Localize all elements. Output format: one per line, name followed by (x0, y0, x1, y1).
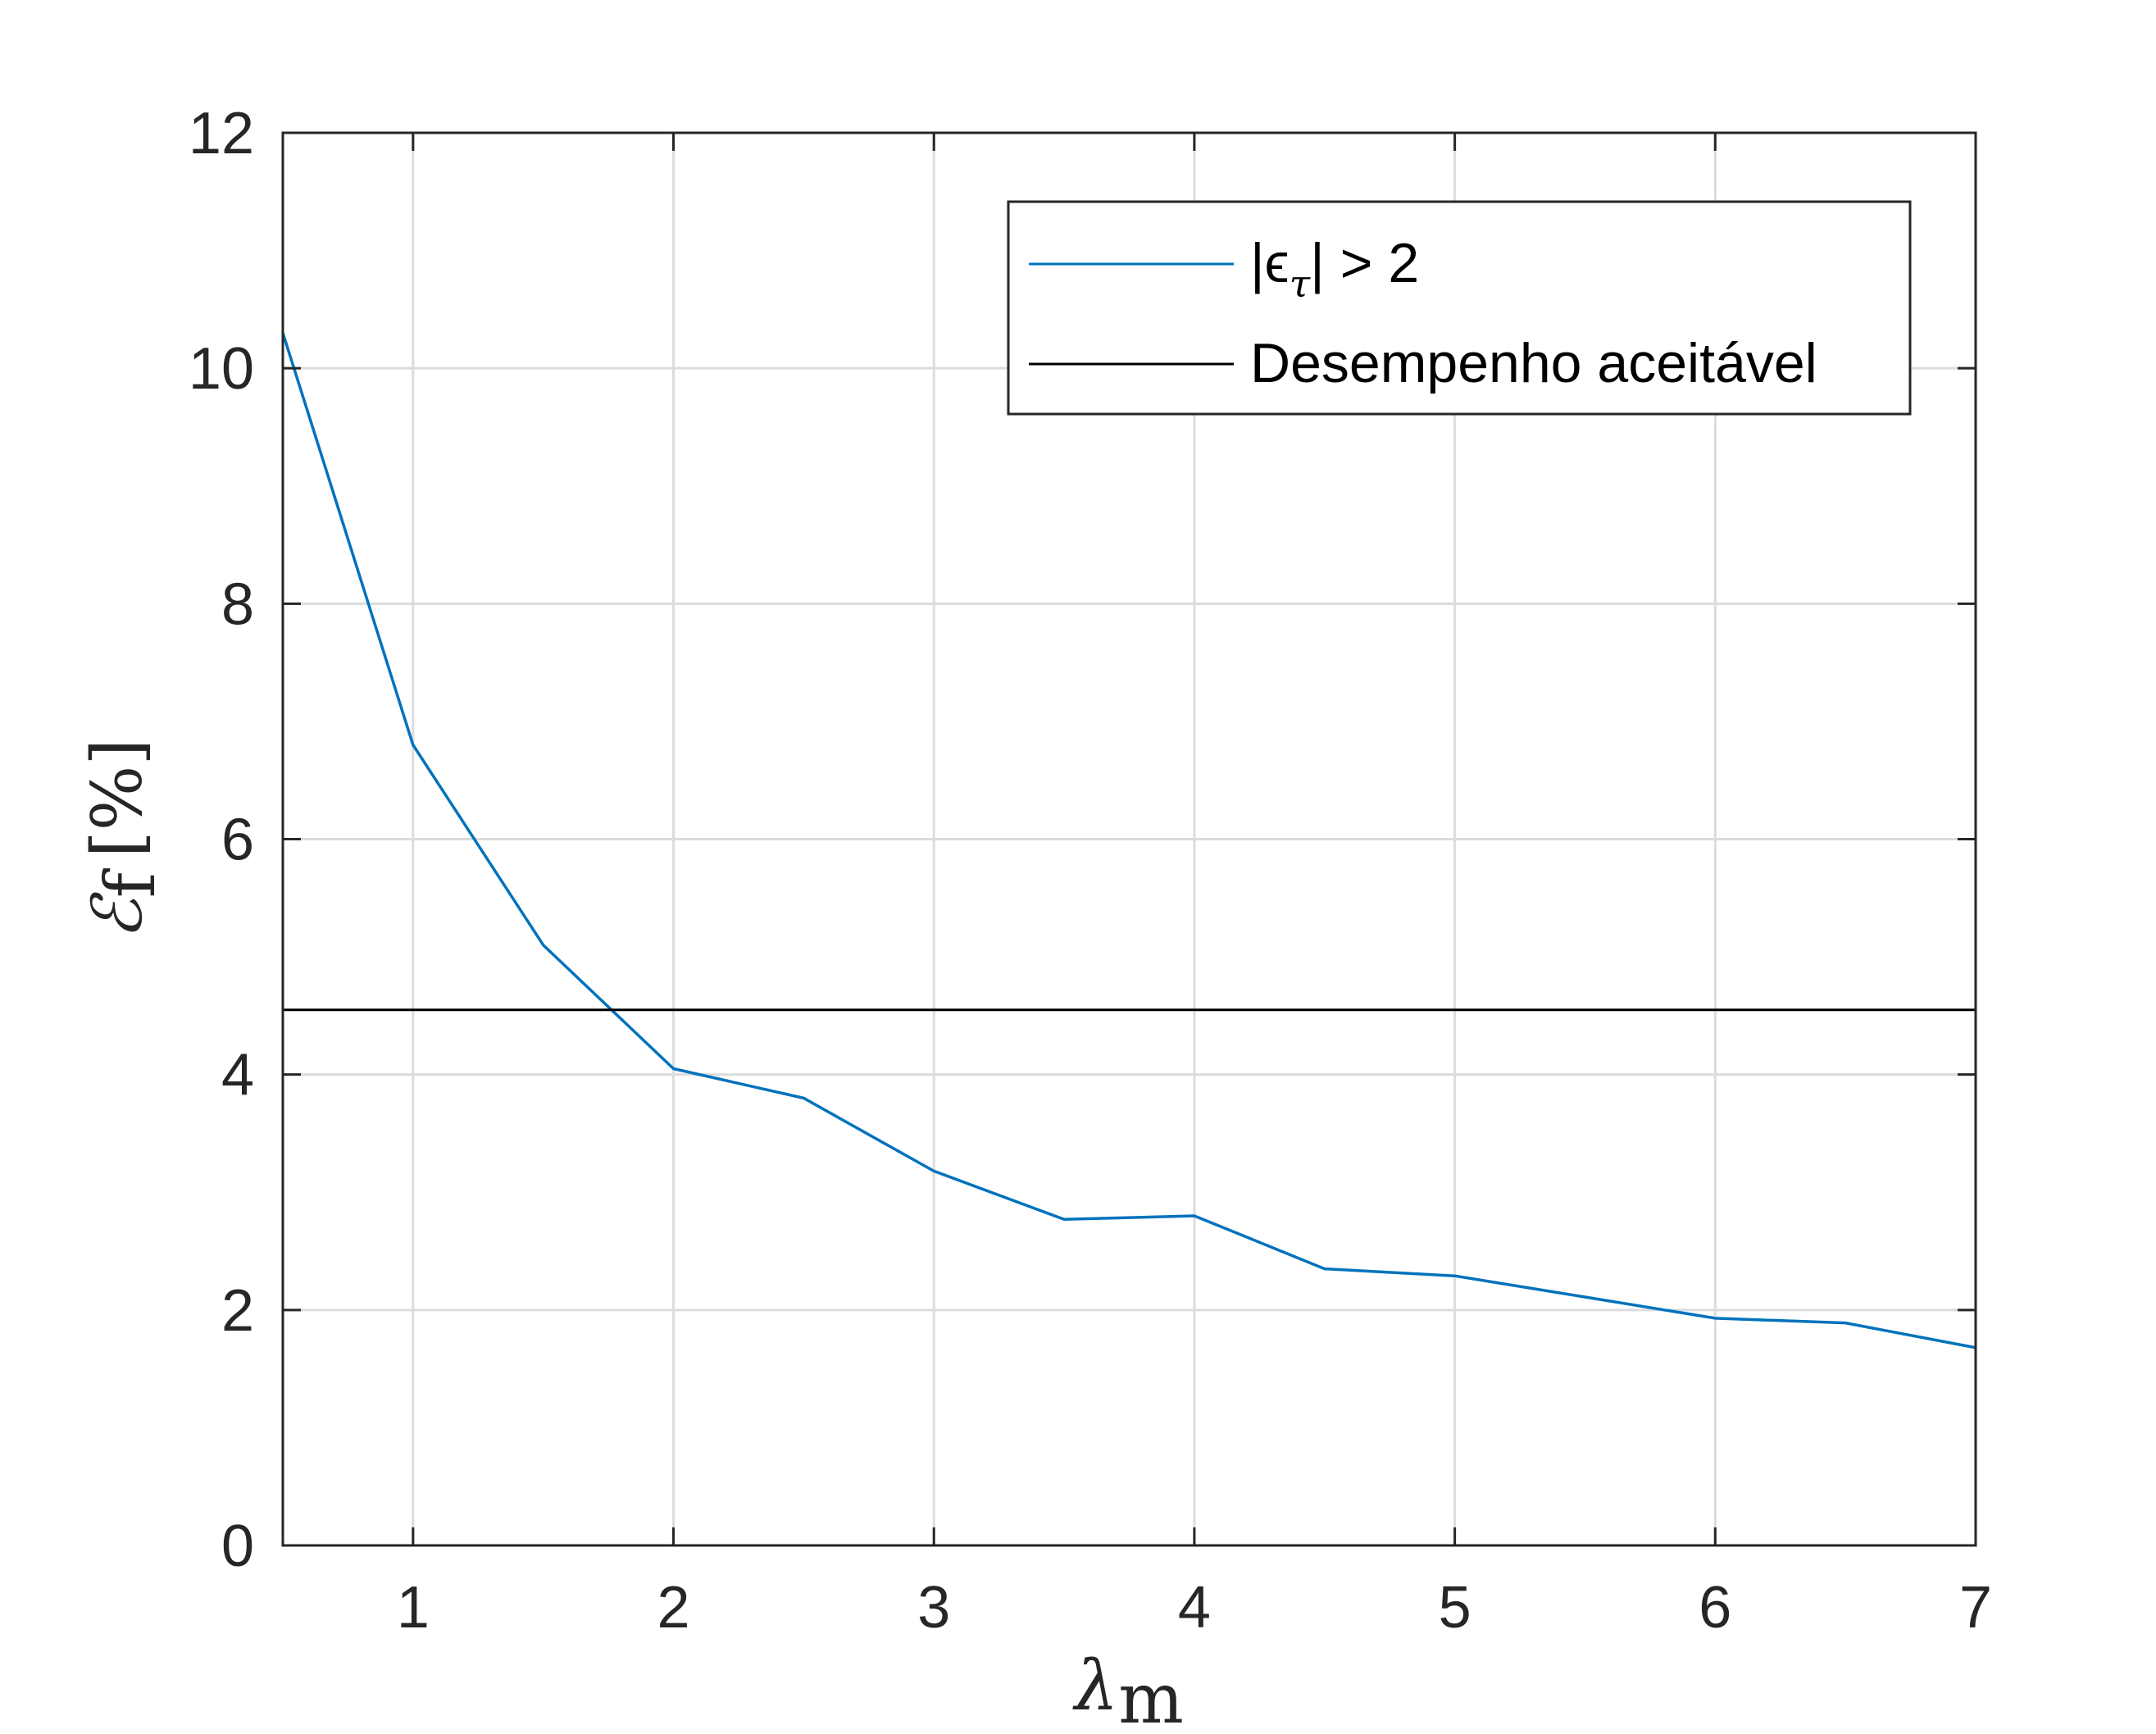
y-tick-label: 2 (221, 1278, 254, 1344)
y-tick-label: 4 (221, 1043, 254, 1108)
legend-label-series-2: Desempenho aceitável (1250, 332, 1817, 394)
legend: |ϵτ| > 2 Desempenho aceitável (1007, 200, 1912, 416)
x-tick-label: 3 (917, 1575, 950, 1641)
x-tick-label: 6 (1699, 1575, 1731, 1641)
ticks (283, 131, 1977, 1547)
legend-label-series-1-pre: |ϵ (1250, 232, 1290, 294)
y-axis-title-base: ℰ (77, 891, 157, 940)
plot-series (281, 332, 1976, 1349)
y-axis-title: ℰf [%] (77, 739, 171, 940)
x-tick-label: 7 (1959, 1575, 1992, 1641)
y-tick-label: 0 (221, 1513, 254, 1579)
x-axis-title-sub: m (1118, 1659, 1184, 1734)
x-axis-title: λm (1072, 1645, 1184, 1734)
y-axis-title-sub: f (90, 867, 171, 898)
x-tick-label: 2 (657, 1575, 690, 1641)
x-tick-label: 5 (1439, 1575, 1471, 1641)
y-tick-label: 10 (189, 336, 254, 402)
y-tick-label: 8 (221, 571, 254, 637)
legend-label-series-1-sub: τ (1290, 262, 1312, 306)
y-tick-label: 12 (189, 101, 254, 166)
series-line-1 (281, 332, 1976, 1349)
legend-box (1007, 200, 1912, 416)
y-axis-title-suffix: [%] (77, 739, 157, 858)
x-axis-title-base: λ (1072, 1645, 1118, 1726)
y-axis-title-group: ℰf [%] (77, 739, 171, 940)
legend-label-series-1-post: | > 2 (1310, 232, 1419, 294)
x-tick-label: 1 (397, 1575, 430, 1641)
x-tick-label: 4 (1178, 1575, 1211, 1641)
y-tick-label: 6 (221, 808, 254, 873)
legend-label-series-1: |ϵτ| > 2 (1250, 232, 1419, 306)
